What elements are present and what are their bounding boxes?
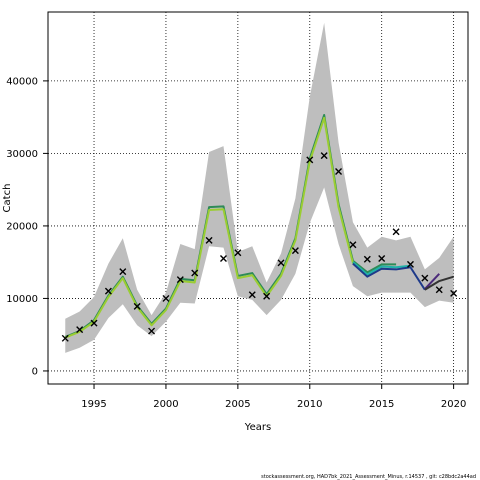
observation-stroke <box>133 302 141 310</box>
observation-point <box>133 302 141 310</box>
observation-point <box>219 255 227 263</box>
observation-stroke <box>219 255 227 263</box>
confidence-band <box>65 22 454 353</box>
observation-point <box>392 228 400 236</box>
observation-stroke <box>162 294 170 302</box>
observation-stroke <box>191 269 199 277</box>
x-tick-label: 2010 <box>297 399 322 410</box>
y-axis-title: Catch <box>2 184 13 213</box>
observation-point <box>320 152 328 160</box>
series-lines <box>64 113 454 339</box>
x-tick-label: 2020 <box>441 399 466 410</box>
observation-stroke <box>76 326 84 334</box>
observation-stroke <box>392 228 400 236</box>
x-tick-label: 2015 <box>369 399 394 410</box>
observation-point <box>176 276 184 284</box>
observation-stroke <box>104 287 112 295</box>
series-line-2 <box>64 116 383 339</box>
observation-stroke <box>248 291 256 299</box>
observation-stroke <box>263 292 271 300</box>
grid-lines <box>48 12 468 384</box>
observation-stroke <box>90 319 98 327</box>
observation-point <box>234 249 242 257</box>
observation-point <box>406 260 414 268</box>
x-tick-label: 2005 <box>225 399 250 410</box>
observation-stroke <box>435 286 443 294</box>
series-line-6 <box>424 275 454 291</box>
y-tick-label: 10000 <box>6 294 38 305</box>
observation-point <box>119 268 127 276</box>
observation-point <box>277 259 285 267</box>
footer-credit: stockassessment.org, HAD7bk_2021_Assessm… <box>261 474 476 480</box>
observation-point <box>291 247 299 255</box>
observation-stroke <box>205 236 213 244</box>
observation-point <box>61 334 69 342</box>
observation-stroke <box>335 168 343 176</box>
observation-stroke <box>406 260 414 268</box>
observation-point <box>76 326 84 334</box>
y-tick-label: 30000 <box>6 149 38 160</box>
series-line-5 <box>424 273 440 290</box>
x-axis-ticks: 1995 2000 2005 2010 2015 2020 <box>81 384 466 410</box>
observation-point <box>378 255 386 263</box>
observation-point <box>191 269 199 277</box>
observation-stroke <box>421 274 429 282</box>
plot-frame <box>47 11 469 385</box>
observation-stroke <box>450 289 458 297</box>
observation-stroke <box>148 327 156 335</box>
observation-point <box>421 274 429 282</box>
observation-stroke <box>176 276 184 284</box>
observation-stroke <box>363 255 371 263</box>
observation-stroke <box>349 241 357 249</box>
observation-point <box>263 292 271 300</box>
observation-stroke <box>61 334 69 342</box>
observation-stroke <box>306 156 314 164</box>
observation-point <box>248 291 256 299</box>
observation-markers <box>61 152 458 342</box>
observation-point <box>363 255 371 263</box>
observation-stroke <box>277 259 285 267</box>
series-line-4 <box>352 262 426 291</box>
observation-point <box>435 286 443 294</box>
observation-stroke <box>119 268 127 276</box>
observation-point <box>90 319 98 327</box>
y-tick-label: 20000 <box>6 221 38 232</box>
x-axis-title: Years <box>244 422 271 433</box>
observation-point <box>205 236 213 244</box>
y-axis-ticks: 0 10000 20000 30000 40000 <box>6 76 48 377</box>
series-line-3 <box>352 261 411 276</box>
x-tick-label: 2000 <box>153 399 178 410</box>
observation-stroke <box>378 255 386 263</box>
confidence-band-area <box>65 22 454 353</box>
x-tick-label: 1995 <box>81 399 106 410</box>
observation-point <box>148 327 156 335</box>
observation-point <box>450 289 458 297</box>
observation-point <box>104 287 112 295</box>
observation-point <box>335 168 343 176</box>
y-tick-label: 40000 <box>6 76 38 87</box>
observation-stroke <box>320 152 328 160</box>
observation-point <box>162 294 170 302</box>
observation-stroke <box>234 249 242 257</box>
y-tick-label: 0 <box>32 366 38 377</box>
observation-stroke <box>291 247 299 255</box>
observation-point <box>349 241 357 249</box>
observation-point <box>306 156 314 164</box>
